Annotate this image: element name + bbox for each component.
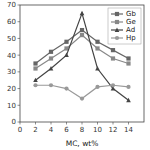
y-tick [18, 55, 21, 56]
series-marker [64, 40, 68, 44]
series-marker [49, 50, 53, 54]
series-marker [49, 66, 54, 70]
series-marker [80, 11, 85, 15]
x-tick-label: 10 [93, 126, 102, 134]
plot-frame [20, 5, 144, 122]
legend-marker [115, 20, 119, 24]
series-marker [64, 53, 69, 57]
x-tick-label: 2 [33, 126, 37, 134]
legend-marker [115, 12, 119, 16]
legend-marker [115, 36, 119, 40]
x-tick [66, 122, 67, 125]
y-tick [18, 38, 21, 39]
series-marker [80, 33, 84, 37]
y-tick [18, 21, 21, 22]
series-marker [111, 56, 115, 60]
series-marker [126, 98, 131, 102]
y-tick-label: 20 [7, 85, 16, 93]
x-tick [82, 122, 83, 125]
legend-label: Ad [126, 26, 135, 34]
y-tick [18, 122, 21, 123]
x-tick [128, 122, 129, 125]
series-marker [95, 46, 99, 50]
series-marker [111, 83, 115, 87]
series-marker [126, 61, 130, 65]
x-tick-label: 4 [49, 126, 54, 134]
y-tick-label: 70 [7, 1, 16, 9]
x-tick [113, 122, 114, 125]
y-tick [18, 105, 21, 106]
series-marker [95, 40, 99, 44]
x-tick [20, 122, 21, 125]
legend: GbGeAdHp [108, 8, 141, 44]
series-marker [95, 66, 100, 70]
series-marker [33, 61, 37, 65]
series-marker [126, 85, 130, 89]
series-marker [33, 66, 37, 70]
x-tick [97, 122, 98, 125]
series-marker [126, 56, 130, 60]
x-tick-label: 6 [64, 126, 69, 134]
y-tick [18, 5, 21, 6]
y-tick-label: 60 [7, 18, 16, 26]
legend-label: Hp [126, 34, 136, 42]
x-tick-label: 14 [124, 126, 133, 134]
x-tick [51, 122, 52, 125]
y-tick [18, 71, 21, 72]
legend-frame [108, 8, 141, 44]
x-axis-label: MC, wt% [66, 139, 99, 148]
y-tick-label: 40 [7, 52, 16, 60]
series-marker [33, 78, 38, 82]
x-tick-label: 0 [18, 126, 22, 134]
y-tick-label: 50 [7, 35, 16, 43]
series-marker [33, 83, 37, 87]
y-tick [18, 88, 21, 89]
series-marker [111, 48, 115, 52]
series-marker [64, 86, 68, 90]
series-marker [80, 97, 84, 101]
x-tick-label: 12 [109, 126, 118, 134]
y-tick-label: 30 [7, 68, 16, 76]
x-tick-label: 8 [80, 126, 84, 134]
x-tick [35, 122, 36, 125]
y-tick-label: 0 [12, 118, 16, 126]
series-marker [80, 28, 84, 32]
chart-svg: 0 2 4 6 8 10 12 14 0 10 20 30 40 50 60 70 MC, wt% GbGeAdH… [0, 0, 150, 150]
series-marker [49, 56, 53, 60]
legend-label: Ge [126, 18, 136, 26]
legend-label: Gb [126, 10, 136, 18]
chart-container: 0 2 4 6 8 10 12 14 0 10 20 30 40 50 60 70 MC, wt% GbGeAdH… [0, 0, 150, 150]
series-marker [95, 85, 99, 89]
y-tick-label: 10 [7, 102, 16, 110]
legend-marker [115, 27, 120, 31]
series-marker [49, 83, 53, 87]
